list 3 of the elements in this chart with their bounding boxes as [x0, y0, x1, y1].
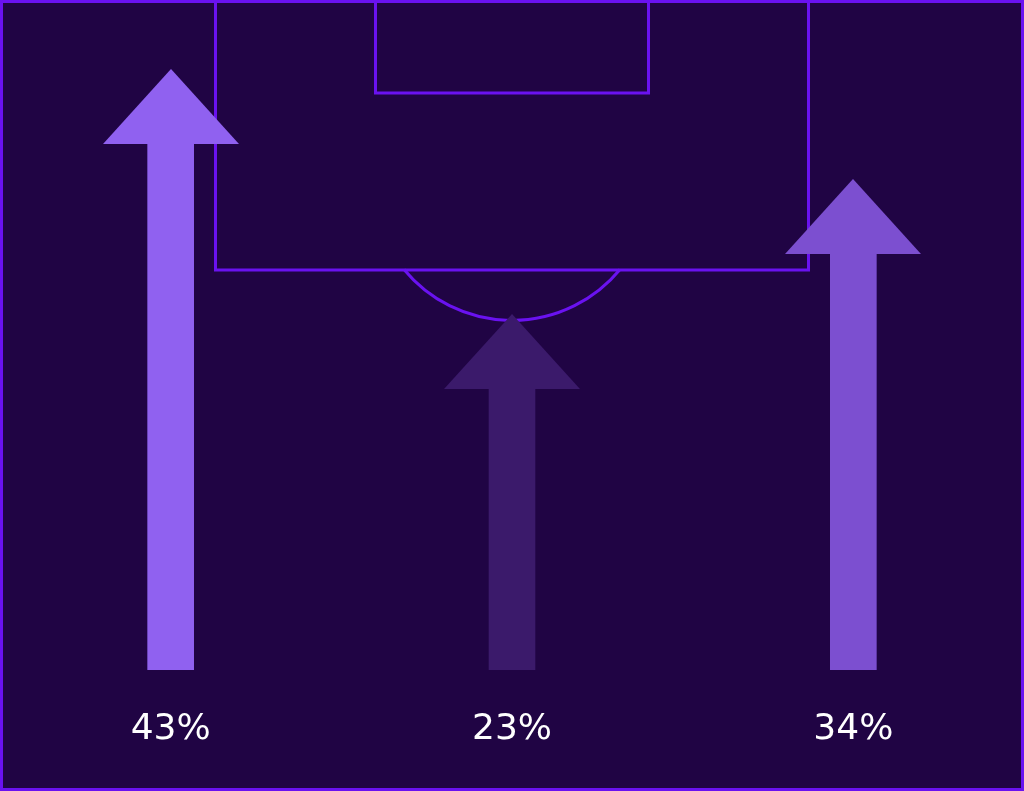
data-label: 34% [813, 706, 894, 748]
data-label: 43% [130, 706, 211, 748]
data-label: 23% [471, 706, 553, 748]
